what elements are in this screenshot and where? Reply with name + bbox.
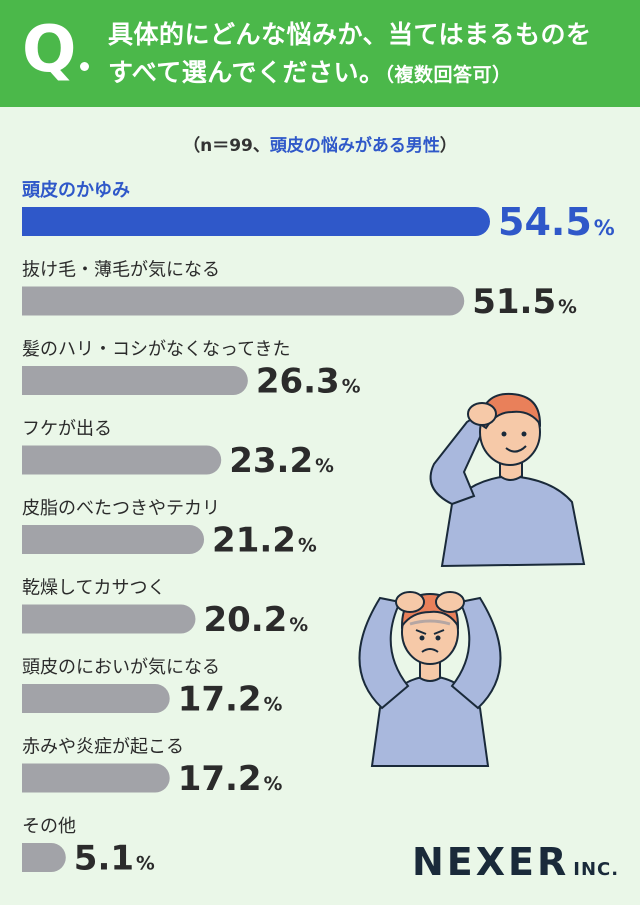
question-dot [80, 62, 89, 71]
bar-left-cap [22, 763, 51, 793]
question-mark-q: Q [22, 13, 77, 87]
bar-left-cap [22, 843, 51, 872]
question-line-2: すべて選んでください。（複数回答可） [108, 54, 633, 94]
bar-left-cap [22, 286, 51, 316]
bar-left-cap [22, 366, 51, 395]
bar [22, 286, 465, 316]
nexer-logo: NEXER INC. [412, 840, 619, 884]
value-unit: % [298, 536, 317, 557]
category-label: 抜け毛・薄毛が気になる [22, 260, 220, 281]
value-label: 51.5 [472, 282, 556, 322]
value-label: 20.2 [203, 600, 287, 640]
value-label: 23.2 [229, 441, 313, 481]
value-label: 17.2 [178, 759, 262, 799]
category-label: 頭皮のにおいが気になる [22, 657, 220, 678]
bar-left-cap [22, 525, 51, 554]
sample-size-note: （n＝99、頭皮の悩みがある男性） [0, 131, 640, 156]
category-label: フケが出る [22, 419, 112, 440]
value-label: 17.2 [178, 680, 262, 720]
bar [22, 445, 222, 475]
value-label: 21.2 [212, 521, 296, 561]
category-label: 乾燥してカサつく [22, 578, 165, 599]
value-unit: % [264, 695, 283, 716]
sample-close: ） [439, 136, 457, 156]
bar [22, 207, 490, 236]
bar-left-cap [22, 684, 51, 713]
question-note: （複数回答可） [384, 64, 512, 86]
bar [22, 763, 170, 793]
sample-highlight: 頭皮の悩みがある男性 [269, 136, 440, 156]
logo-main-text: NEXER [412, 840, 570, 884]
value-unit: % [315, 456, 334, 477]
bar [22, 525, 205, 554]
question-text: 具体的にどんな悩みか、当てはまるものを すべて選んでください。（複数回答可） [108, 16, 633, 94]
header-banner: Q 具体的にどんな悩みか、当てはまるものを すべて選んでください。（複数回答可） [0, 0, 640, 107]
man-scratching-head-icon [429, 392, 586, 568]
category-label: 髪のハリ・コシがなくなってきた [22, 338, 291, 360]
category-label: 皮脂のべたつきやテカリ [22, 498, 220, 519]
category-label: その他 [22, 816, 76, 837]
bar-left-cap [22, 445, 51, 475]
value-unit: % [289, 615, 308, 636]
logo-sub-text: INC. [573, 859, 620, 880]
value-label: 5.1 [74, 839, 134, 879]
question-line-1: 具体的にどんな悩みか、当てはまるものを [108, 20, 592, 49]
value-label: 54.5 [498, 200, 592, 244]
value-unit: % [264, 774, 283, 795]
sample-open: （n＝99、 [183, 136, 270, 156]
bar [22, 684, 170, 713]
bar [22, 366, 248, 395]
value-unit: % [136, 854, 155, 875]
man-holding-head-icon [358, 591, 502, 767]
bar-left-cap [22, 604, 51, 634]
value-unit: % [594, 216, 615, 240]
value-unit: % [558, 297, 577, 318]
bar-left-cap [22, 207, 51, 236]
question-line-2-text: すべて選んでください。 [108, 58, 385, 87]
category-label: 頭皮のかゆみ [22, 179, 130, 201]
value-label: 26.3 [256, 362, 340, 402]
value-unit: % [342, 377, 361, 398]
bar [22, 604, 196, 634]
category-label: 赤みや炎症が起こる [22, 737, 184, 758]
